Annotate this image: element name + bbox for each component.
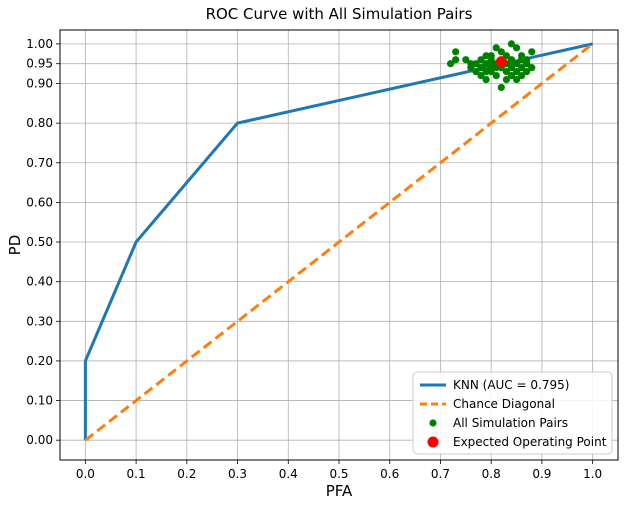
- simulation-pair-point: [518, 71, 526, 80]
- simulation-pair-point: [477, 64, 485, 72]
- y-tick-label: 0.70: [26, 156, 53, 170]
- y-tick-label: 0.10: [26, 394, 53, 408]
- simulation-pair-point: [482, 75, 490, 84]
- y-tick-label: 0.60: [26, 195, 53, 209]
- simulation-pair-point: [452, 48, 460, 56]
- y-tick-label: 0.90: [26, 77, 53, 91]
- simulation-pair-point: [518, 64, 526, 72]
- simulation-pair-point: [512, 60, 521, 68]
- simulation-pair-point: [502, 68, 510, 76]
- knn-roc-line: [83, 42, 593, 441]
- simulation-pair-point: [523, 56, 531, 64]
- simulation-pair-point: [507, 60, 516, 68]
- legend-swatch: [429, 419, 437, 427]
- simulation-pair-point: [492, 44, 500, 52]
- x-tick-label: 0.1: [127, 467, 146, 481]
- simulation-pair-point: [497, 83, 505, 92]
- simulation-pair-point: [447, 60, 455, 68]
- simulation-pair-point: [477, 71, 485, 80]
- x-tick-label: 0.6: [380, 467, 399, 481]
- legend-box: [412, 371, 613, 455]
- expected-operating-point: [495, 56, 507, 68]
- chance-diagonal-line: [84, 42, 594, 442]
- simulation-pair-point: [512, 75, 521, 84]
- legend-label: Chance Diagonal: [453, 397, 555, 411]
- legend-swatch: [427, 436, 439, 448]
- simulation-pair-point: [523, 68, 531, 76]
- simulation-pair-point: [487, 52, 495, 60]
- simulation-pair-point: [528, 48, 536, 56]
- y-axis-ticks: 0.00 0.10 0.20 0.30 0.40 0.50 0.60 0.70 0.80 0.90…: [26, 37, 60, 447]
- simulation-pair-point: [518, 56, 526, 64]
- simulation-pair-point: [487, 68, 495, 76]
- simulation-pair-point: [507, 71, 516, 80]
- y-tick-label: 0.80: [26, 116, 53, 130]
- simulation-pair-point: [467, 64, 475, 72]
- simulation-pair-point: [507, 40, 516, 48]
- simulation-pair-point: [477, 56, 485, 64]
- y-tick-label: 0.00: [26, 433, 53, 447]
- legend-label: All Simulation Pairs: [453, 416, 568, 430]
- x-tick-label: 0.8: [482, 467, 501, 481]
- simulation-pair-point: [512, 68, 521, 76]
- x-tick-label: 0.9: [532, 467, 551, 481]
- x-tick-label: 0.4: [279, 467, 298, 481]
- simulation-pair-point: [487, 60, 495, 68]
- y-tick-label: 0.20: [26, 354, 53, 368]
- simulation-pair-point: [482, 60, 490, 68]
- simulation-pair-point: [497, 48, 505, 56]
- x-tick-label: 0.3: [228, 467, 247, 481]
- legend-label: Expected Operating Point: [453, 435, 607, 449]
- simulation-pair-point: [502, 75, 510, 84]
- y-tick-label: 0.30: [26, 314, 53, 328]
- y-tick-label: 1.00: [26, 37, 53, 51]
- x-tick-label: 0.0: [76, 467, 95, 481]
- y-tick-label: 0.95: [26, 57, 53, 71]
- simulation-pair-point: [492, 71, 500, 80]
- simulation-pair-point: [512, 44, 521, 52]
- chart-title: ROC Curve with All Simulation Pairs: [206, 5, 473, 23]
- y-tick-label: 0.50: [26, 235, 53, 249]
- x-axis-ticks: 0.0 0.1 0.2 0.3 0.4 0.5 0.6 0.7 0.8 0.9 1.0: [76, 460, 602, 481]
- simulation-pair-point: [462, 56, 470, 64]
- legend-label: KNN (AUC = 0.795): [453, 378, 569, 392]
- y-axis-title: PD: [6, 235, 24, 256]
- simulation-pair-point: [482, 68, 490, 76]
- x-tick-label: 1.0: [583, 467, 602, 481]
- simulation-pair-point: [528, 64, 536, 72]
- simulation-pair-point: [452, 56, 460, 64]
- simulation-pair-point: [472, 60, 480, 68]
- x-axis-title: PFA: [326, 482, 353, 500]
- x-tick-label: 0.5: [329, 467, 348, 481]
- y-tick-label: 0.40: [26, 275, 53, 289]
- legend: KNN (AUC = 0.795) Chance Diagonal All Simu…: [412, 371, 613, 455]
- series-layer: [83, 40, 594, 442]
- simulation-pair-point: [482, 52, 490, 60]
- x-tick-label: 0.2: [177, 467, 196, 481]
- x-tick-label: 0.7: [431, 467, 450, 481]
- simulation-pair-point: [472, 68, 480, 76]
